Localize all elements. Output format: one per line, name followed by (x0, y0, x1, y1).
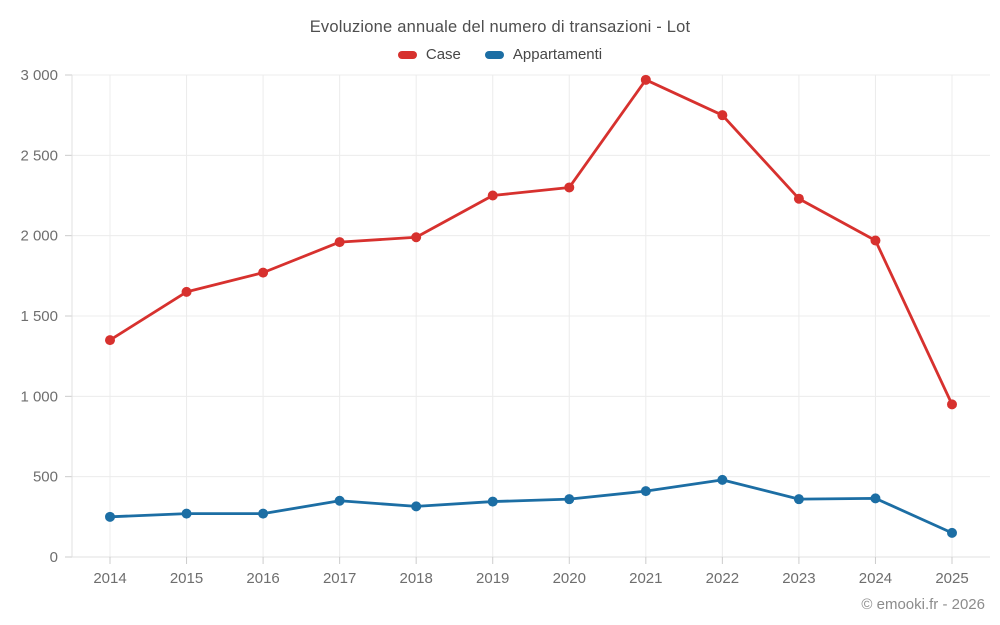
y-axis-label: 500 (33, 469, 58, 486)
x-axis-label: 2015 (170, 570, 203, 587)
data-point-appartamenti-2014[interactable] (105, 511, 115, 522)
x-axis-label: 2024 (859, 570, 892, 587)
data-point-case-2025[interactable] (947, 399, 957, 410)
data-point-appartamenti-2018[interactable] (411, 501, 422, 512)
x-axis-label: 2025 (935, 570, 968, 587)
data-point-appartamenti-2022[interactable] (717, 474, 728, 485)
copyright-credit: © emooki.fr - 2026 (861, 596, 985, 613)
legend-item-appartamenti[interactable]: Appartamenti (484, 46, 603, 63)
data-point-appartamenti-2020[interactable] (564, 494, 575, 505)
data-point-case-2024[interactable] (870, 235, 881, 246)
data-point-case-2017[interactable] (334, 237, 345, 248)
data-point-appartamenti-2015[interactable] (181, 508, 192, 519)
data-point-case-2016[interactable] (258, 267, 269, 278)
data-point-case-2014[interactable] (105, 335, 115, 346)
y-axis-label: 1 000 (20, 388, 58, 405)
x-axis-label: 2014 (93, 570, 126, 587)
legend-label-appartamenti: Appartamenti (512, 46, 603, 63)
data-point-appartamenti-2017[interactable] (334, 495, 345, 506)
data-point-appartamenti-2021[interactable] (640, 486, 651, 497)
y-axis-label: 0 (50, 549, 58, 566)
legend-swatch-case (397, 50, 417, 59)
y-axis-label: 3 000 (20, 67, 58, 84)
x-axis-label: 2020 (553, 570, 586, 587)
x-axis-label: 2017 (323, 570, 356, 587)
legend-swatch-appartamenti (484, 50, 504, 59)
data-point-case-2023[interactable] (793, 193, 804, 204)
y-axis-label: 2 000 (20, 228, 58, 245)
legend: Case Appartamenti (0, 46, 1000, 63)
chart-title: Evoluzione annuale del numero di transaz… (309, 18, 691, 36)
y-axis-label: 1 500 (20, 308, 58, 325)
legend-item-case[interactable]: Case (397, 46, 461, 63)
data-point-case-2021[interactable] (640, 74, 651, 85)
data-point-appartamenti-2024[interactable] (870, 493, 881, 504)
y-axis-label: 2 500 (20, 147, 58, 164)
x-axis-label: 2019 (476, 570, 509, 587)
x-axis-label: 2023 (782, 570, 815, 587)
data-point-appartamenti-2025[interactable] (947, 527, 957, 538)
data-point-appartamenti-2016[interactable] (258, 508, 269, 519)
data-point-appartamenti-2019[interactable] (487, 496, 498, 507)
data-point-case-2018[interactable] (411, 232, 422, 243)
x-axis-label: 2016 (246, 570, 279, 587)
x-axis-label: 2022 (706, 570, 739, 587)
series-line-case (108, 78, 954, 406)
data-point-appartamenti-2023[interactable] (793, 494, 804, 505)
data-point-case-2015[interactable] (181, 286, 192, 297)
x-axis-label: 2021 (629, 570, 662, 587)
data-point-case-2019[interactable] (487, 190, 498, 201)
data-point-case-2022[interactable] (717, 110, 728, 121)
data-point-case-2020[interactable] (564, 182, 575, 193)
legend-label-case: Case (425, 46, 461, 63)
x-axis-label: 2018 (399, 570, 432, 587)
series-line-appartamenti (108, 478, 954, 535)
